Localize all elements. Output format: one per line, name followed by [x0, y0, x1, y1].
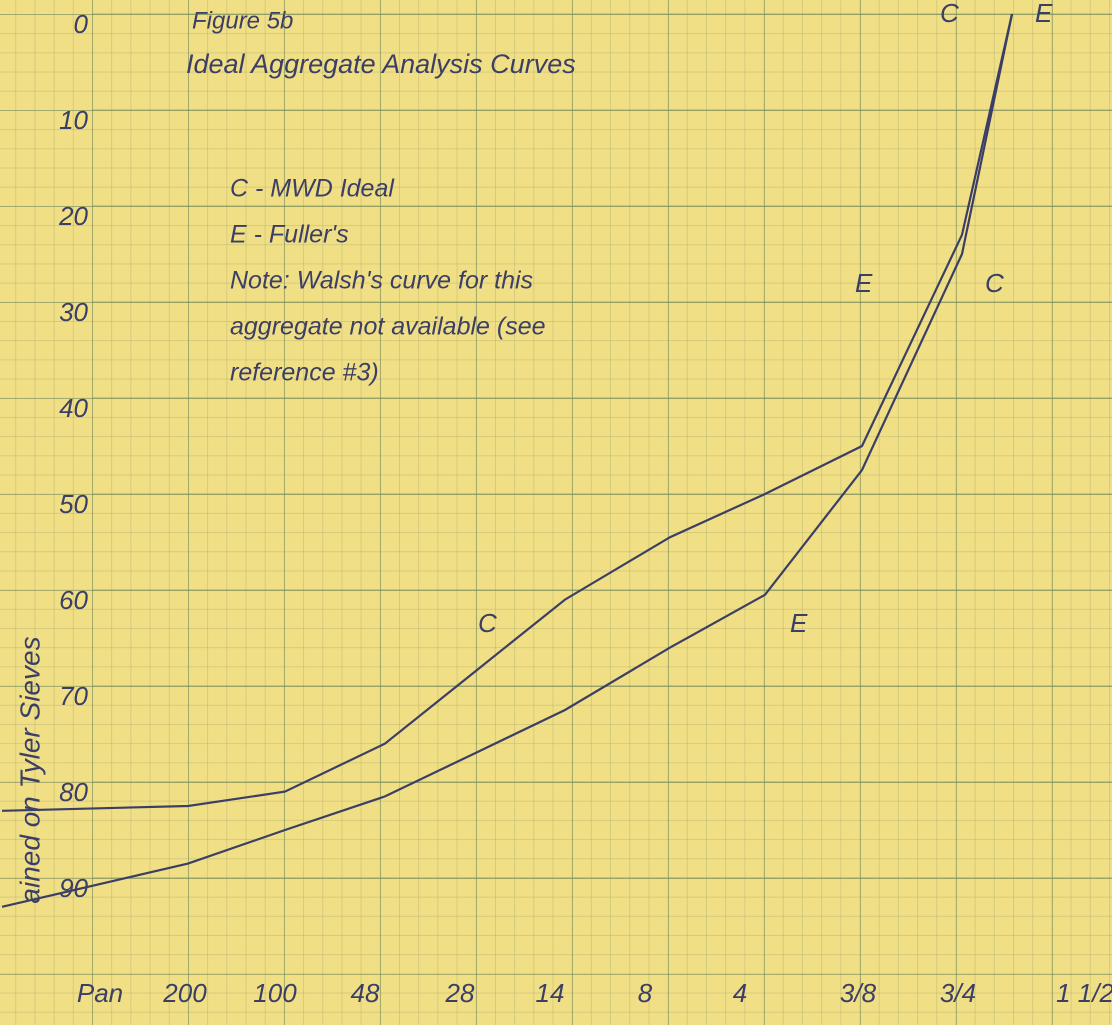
page: Figure 5b Ideal Aggregate Analysis Curve…: [0, 0, 1112, 1025]
y-tick-label: 10: [59, 105, 88, 135]
y-tick-label: 30: [59, 297, 88, 327]
series-line: [2, 14, 1012, 811]
legend-entry: E - Fuller's: [230, 221, 349, 249]
x-tick-label: 200: [162, 978, 207, 1008]
note: reference #3): [230, 359, 379, 387]
y-tick-label: 70: [59, 681, 88, 711]
chart-subtitle: Ideal Aggregate Analysis Curves: [186, 49, 576, 79]
y-tick-label: 80: [59, 777, 88, 807]
chart: Figure 5b Ideal Aggregate Analysis Curve…: [0, 0, 1112, 1025]
series-line: [2, 14, 1012, 907]
x-tick-label: 8: [638, 978, 653, 1008]
chart-title: Figure 5b: [192, 7, 293, 34]
x-tick-label: 48: [351, 978, 380, 1008]
curve-label: C: [940, 0, 959, 28]
note: aggregate not available (see: [230, 313, 546, 341]
curve-label: C: [985, 268, 1004, 298]
y-tick-label: 40: [59, 393, 88, 423]
curve-label: E: [855, 268, 873, 298]
x-tick-label: 4: [733, 978, 747, 1008]
y-tick-label: 50: [59, 489, 88, 519]
curve-label: E: [790, 608, 808, 638]
x-tick-label: 3/4: [940, 978, 976, 1008]
x-tick-label: 14: [536, 978, 565, 1008]
x-tick-label: 1 1/2: [1056, 978, 1112, 1008]
curve-label: E: [1035, 0, 1053, 28]
note: Note: Walsh's curve for this: [230, 267, 533, 295]
legend-entry: C - MWD Ideal: [230, 175, 395, 203]
x-tick-label: 100: [253, 978, 297, 1008]
x-tick-label: 28: [445, 978, 475, 1008]
x-tick-label: Pan: [77, 978, 123, 1008]
x-tick-label: 3/8: [840, 978, 877, 1008]
curve-label: C: [478, 608, 497, 638]
y-axis-label: ained on Tyler Sieves: [14, 636, 45, 903]
y-tick-label: 0: [74, 9, 89, 39]
y-tick-label: 20: [58, 201, 88, 231]
y-tick-label: 60: [59, 585, 88, 615]
